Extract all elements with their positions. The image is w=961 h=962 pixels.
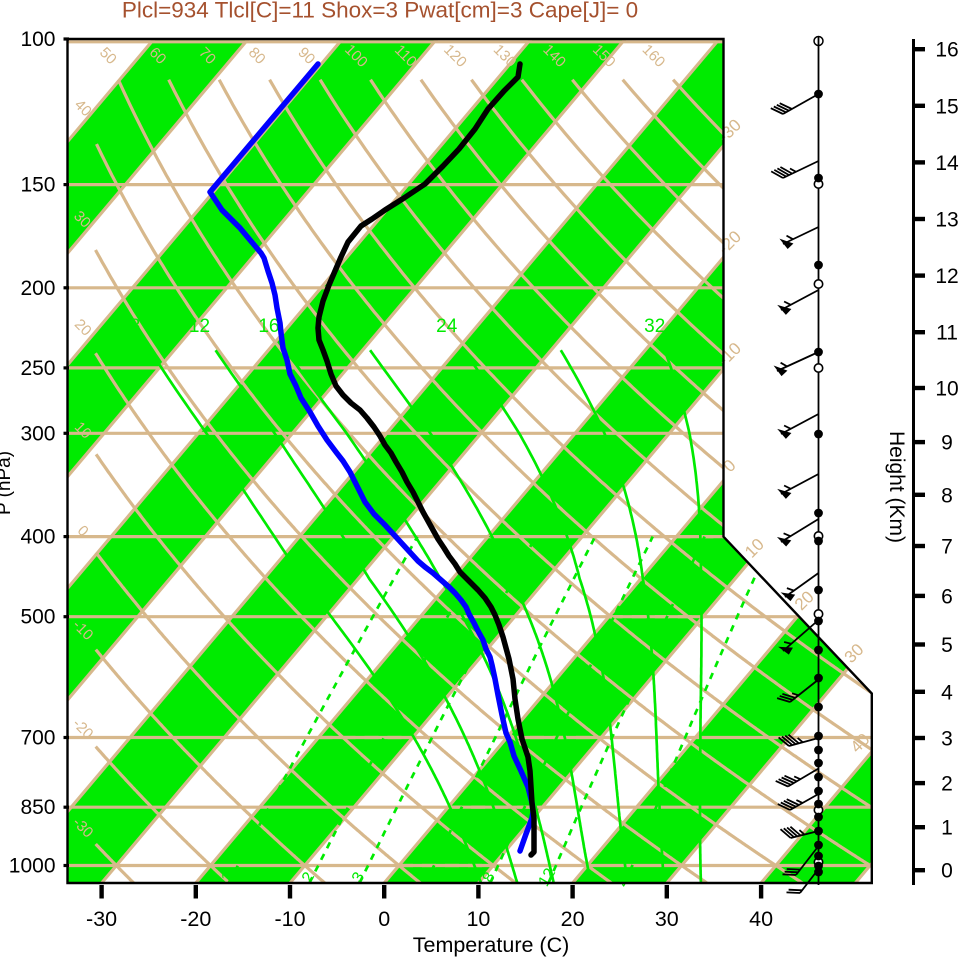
svg-text:3: 3 xyxy=(941,728,953,751)
svg-text:13: 13 xyxy=(935,209,958,232)
svg-text:0: 0 xyxy=(941,860,953,883)
svg-text:11: 11 xyxy=(936,322,958,345)
svg-text:30: 30 xyxy=(655,907,679,931)
svg-text:4: 4 xyxy=(941,681,953,704)
svg-text:7: 7 xyxy=(941,536,953,559)
svg-text:100: 100 xyxy=(20,28,55,51)
svg-text:250: 250 xyxy=(20,357,55,380)
svg-text:200: 200 xyxy=(20,277,55,300)
svg-text:-20: -20 xyxy=(180,907,211,931)
svg-text:0: 0 xyxy=(378,907,390,931)
svg-text:300: 300 xyxy=(20,422,55,445)
svg-text:700: 700 xyxy=(20,727,55,750)
svg-text:2: 2 xyxy=(941,773,953,796)
svg-text:-10: -10 xyxy=(274,907,305,931)
svg-text:16: 16 xyxy=(258,316,279,337)
svg-text:150: 150 xyxy=(20,174,55,197)
svg-text:850: 850 xyxy=(20,796,55,819)
svg-text:32: 32 xyxy=(644,316,665,337)
svg-text:40: 40 xyxy=(749,907,773,931)
svg-text:5: 5 xyxy=(941,634,953,657)
svg-text:1: 1 xyxy=(941,817,953,840)
svg-text:Height (Km): Height (Km) xyxy=(885,431,908,543)
svg-text:Plcl=934 Tlcl[C]=11 Shox=3 Pwa: Plcl=934 Tlcl[C]=11 Shox=3 Pwat[cm]=3 Ca… xyxy=(122,0,638,23)
svg-text:1000: 1000 xyxy=(9,855,56,878)
svg-text:P (hPa): P (hPa) xyxy=(0,451,15,515)
svg-text:-30: -30 xyxy=(86,907,117,931)
svg-text:400: 400 xyxy=(20,526,55,549)
svg-text:10: 10 xyxy=(466,907,490,931)
svg-text:8: 8 xyxy=(130,316,141,337)
svg-text:6: 6 xyxy=(941,585,953,608)
svg-text:14: 14 xyxy=(935,152,959,175)
svg-text:15: 15 xyxy=(935,95,958,118)
svg-text:8: 8 xyxy=(941,484,953,507)
svg-text:24: 24 xyxy=(436,316,458,337)
svg-text:500: 500 xyxy=(20,606,55,629)
svg-text:28: 28 xyxy=(536,316,557,337)
svg-text:20: 20 xyxy=(561,907,585,931)
svg-text:Temperature (C): Temperature (C) xyxy=(413,933,570,957)
svg-text:12: 12 xyxy=(935,265,958,288)
svg-text:20: 20 xyxy=(342,316,363,337)
svg-text:9: 9 xyxy=(941,432,953,455)
svg-text:10: 10 xyxy=(935,378,958,401)
svg-text:16: 16 xyxy=(935,39,958,62)
svg-text:12: 12 xyxy=(189,316,210,337)
